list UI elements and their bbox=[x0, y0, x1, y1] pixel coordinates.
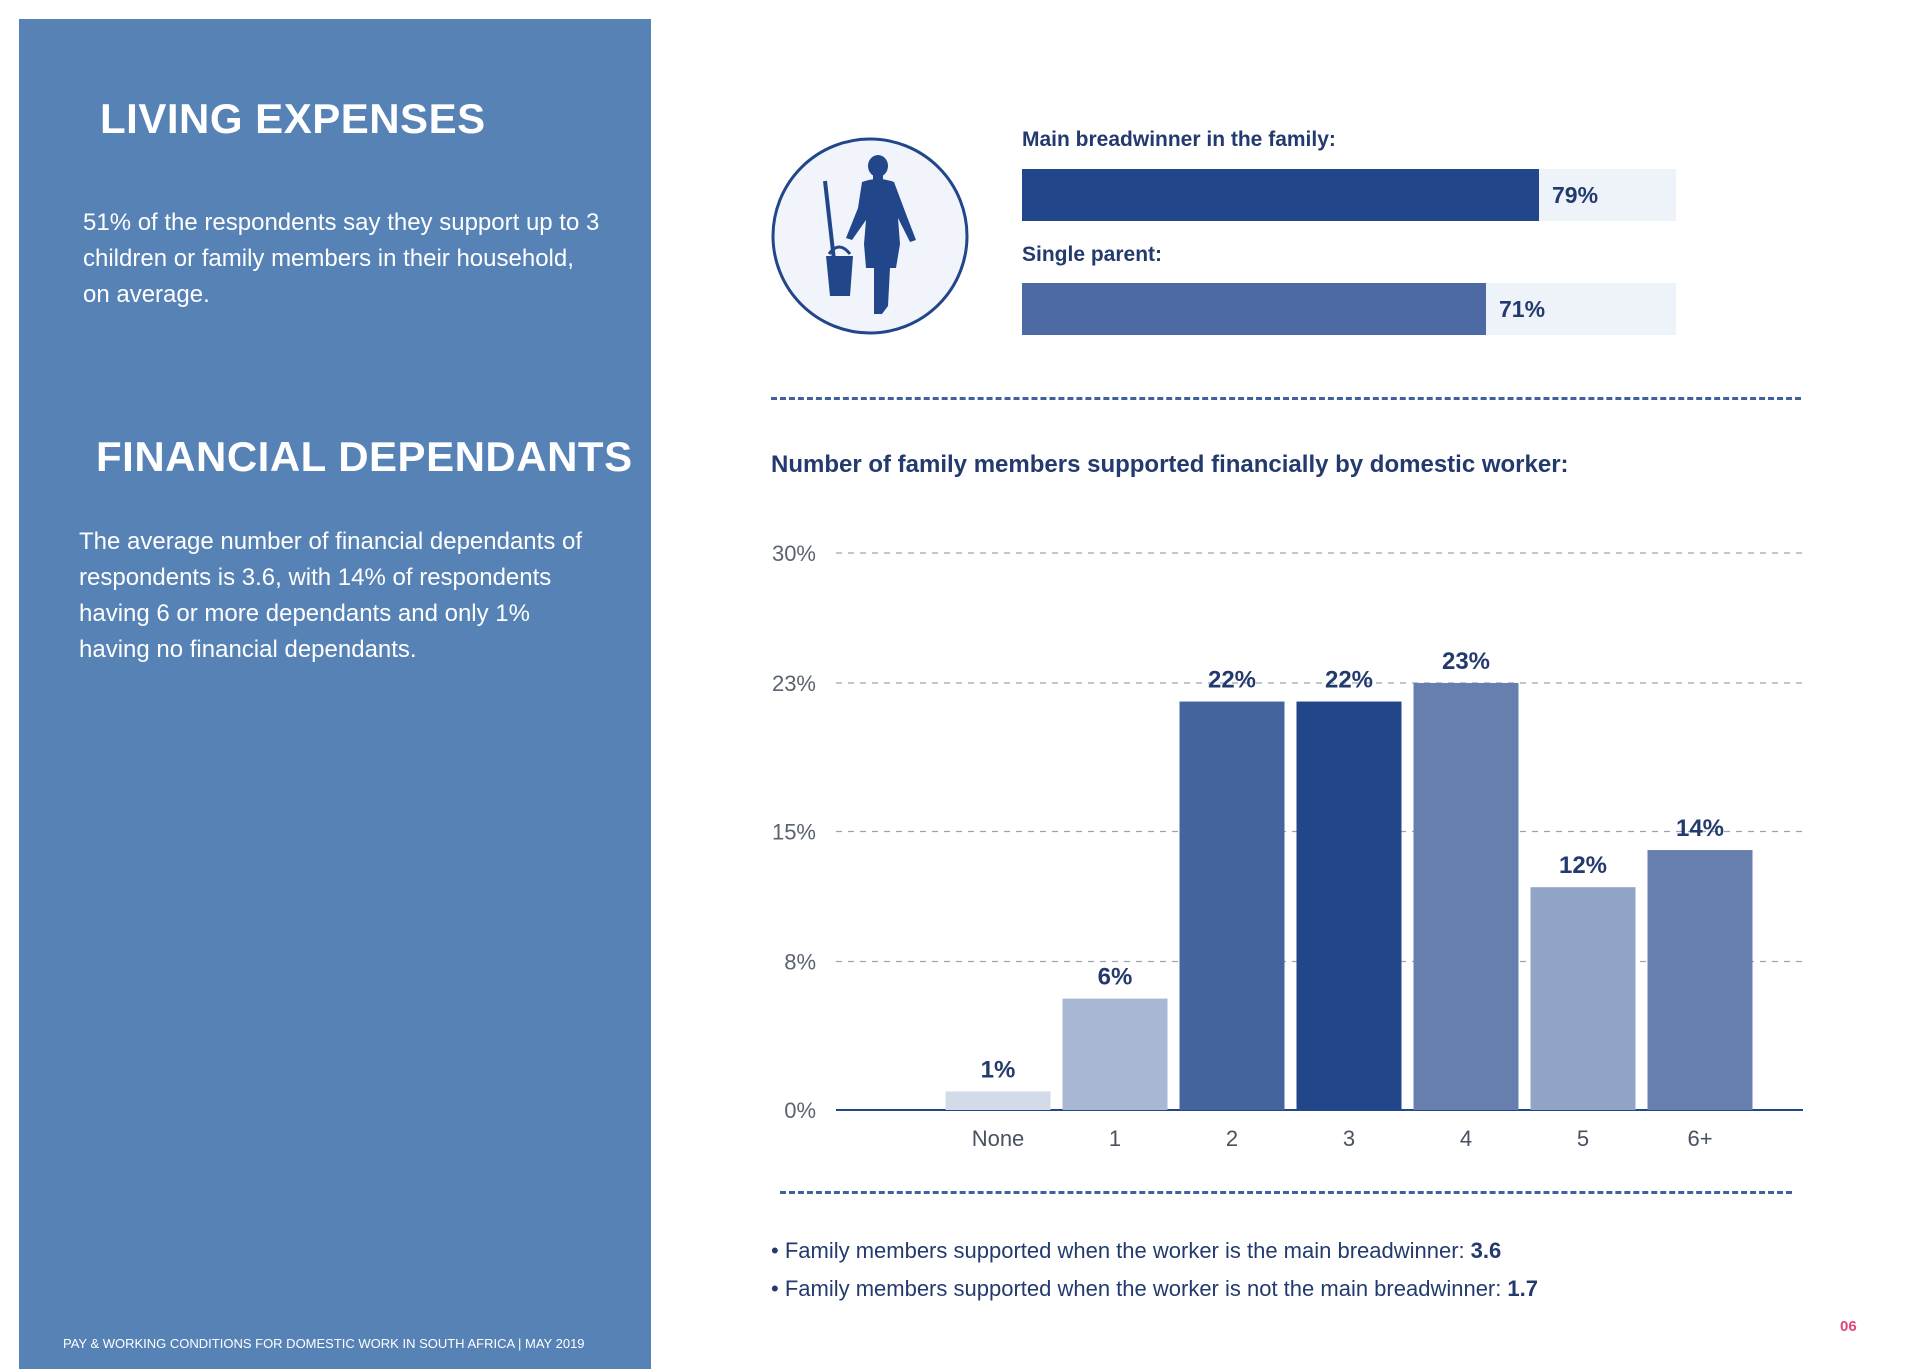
x-tick-label: 2 bbox=[1226, 1126, 1238, 1151]
x-tick-label: 4 bbox=[1460, 1126, 1472, 1151]
hbar-fill-breadwinner bbox=[1022, 169, 1539, 221]
bar bbox=[1179, 701, 1285, 1110]
y-tick-label: 8% bbox=[784, 949, 816, 974]
note-text: • Family members supported when the work… bbox=[771, 1238, 1465, 1263]
y-tick-label: 23% bbox=[772, 671, 816, 696]
x-tick-label: 3 bbox=[1343, 1126, 1355, 1151]
note-value: 3.6 bbox=[1470, 1238, 1502, 1263]
data-label: 23% bbox=[1442, 648, 1490, 675]
footer-text: PAY & WORKING CONDITIONS FOR DOMESTIC WO… bbox=[63, 1336, 585, 1351]
notes: • Family members supported when the work… bbox=[771, 1232, 1538, 1308]
divider-top bbox=[771, 397, 1801, 400]
bar bbox=[1413, 682, 1519, 1110]
bar bbox=[1296, 701, 1402, 1110]
hbar-value-single-parent: 71% bbox=[1499, 296, 1546, 322]
hbar-fill-single-parent bbox=[1022, 283, 1486, 335]
hbar-label-single-parent: Single parent: bbox=[1022, 243, 1163, 266]
data-label: 12% bbox=[1559, 852, 1607, 879]
bar bbox=[1647, 850, 1753, 1110]
data-label: 22% bbox=[1208, 667, 1256, 694]
chart-title: Number of family members supported finan… bbox=[771, 451, 1569, 478]
note-main-breadwinner: • Family members supported when the work… bbox=[771, 1232, 1538, 1270]
data-label: 1% bbox=[981, 1056, 1016, 1083]
living-expenses-text: 51% of the respondents say they support … bbox=[83, 209, 600, 308]
left-panel: LIVING EXPENSES 51% of the respondents s… bbox=[19, 19, 651, 1369]
divider-bottom bbox=[780, 1191, 1792, 1194]
x-tick-label: 5 bbox=[1577, 1126, 1589, 1151]
data-label: 6% bbox=[1098, 964, 1133, 991]
y-tick-label: 0% bbox=[784, 1098, 816, 1123]
data-label: 22% bbox=[1325, 667, 1373, 694]
living-expenses-heading: LIVING EXPENSES bbox=[100, 95, 486, 142]
hbar-track-breadwinner: 79% bbox=[1022, 169, 1676, 221]
note-text: • Family members supported when the work… bbox=[771, 1276, 1502, 1301]
data-label: 14% bbox=[1676, 815, 1724, 842]
bar bbox=[1530, 887, 1636, 1110]
y-tick-label: 15% bbox=[772, 820, 816, 845]
bar bbox=[945, 1091, 1051, 1110]
x-tick-label: 6+ bbox=[1687, 1126, 1712, 1151]
hbar-track-single-parent: 71% bbox=[1022, 283, 1676, 335]
hbar-label-breadwinner: Main breadwinner in the family: bbox=[1022, 128, 1336, 151]
note-not-breadwinner: • Family members supported when the work… bbox=[771, 1270, 1538, 1308]
y-tick-label: 30% bbox=[772, 541, 816, 566]
domestic-worker-icon bbox=[771, 137, 969, 335]
note-value: 1.7 bbox=[1507, 1276, 1538, 1301]
hbar-value-breadwinner: 79% bbox=[1552, 182, 1599, 208]
x-tick-label: None bbox=[972, 1126, 1025, 1151]
x-tick-label: 1 bbox=[1109, 1126, 1121, 1151]
bar bbox=[1062, 998, 1168, 1110]
financial-dependants-text: The average number of financial dependan… bbox=[79, 528, 583, 663]
financial-dependants-heading: FINANCIAL DEPENDANTS bbox=[96, 433, 633, 480]
page-number: 06 bbox=[1840, 1318, 1857, 1335]
